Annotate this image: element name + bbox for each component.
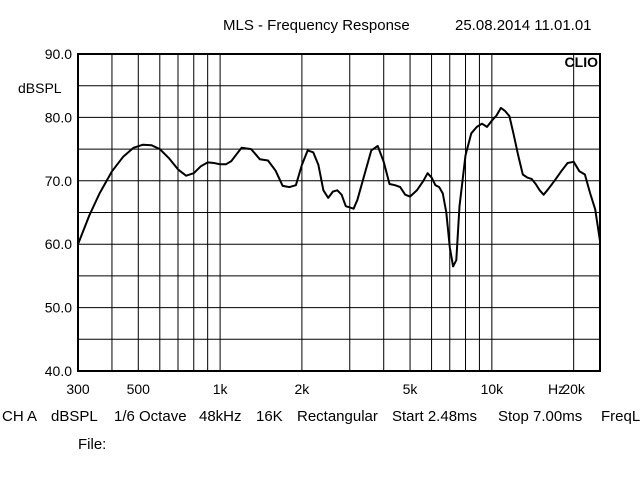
series-line xyxy=(77,106,601,268)
x-tick-label: 300 xyxy=(66,381,90,397)
plot-frame xyxy=(77,53,601,372)
grid xyxy=(78,54,600,371)
frequency-response-chart: 90.0 80.0 70.0 60.0 50.0 40.0 300 500 1k 2k 5k 10k 2… xyxy=(18,46,601,397)
status-stop: Stop 7.00ms xyxy=(498,408,583,425)
status-sample-rate: 48kHz xyxy=(199,408,242,425)
status-unit: dBSPL xyxy=(51,408,98,425)
y-tick-label: 60.0 xyxy=(45,236,72,252)
y-tick-label: 70.0 xyxy=(45,173,72,189)
y-tick-label: 40.0 xyxy=(45,363,72,379)
x-tick-label: 1k xyxy=(213,381,229,397)
status-channel: CH A xyxy=(2,408,38,425)
timestamp: 25.08.2014 11.01.01 xyxy=(455,17,592,34)
x-axis-unit: Hz xyxy=(548,381,565,397)
status-window: Rectangular xyxy=(297,408,378,425)
clio-logo: CLIO xyxy=(565,54,599,70)
x-tick-label: 20k xyxy=(562,381,586,397)
series-group xyxy=(77,106,601,268)
x-tick-label: 10k xyxy=(481,381,505,397)
x-tick-label: 2k xyxy=(295,381,311,397)
status-bar: CH A dBSPL 1/6 Octave 48kHz 16K Rectangu… xyxy=(0,408,640,428)
status-freq: FreqL xyxy=(601,408,640,425)
file-line: File: xyxy=(78,436,106,453)
x-tick-label: 5k xyxy=(403,381,419,397)
status-size: 16K xyxy=(256,408,283,425)
chart-title: MLS - Frequency Response xyxy=(223,17,410,34)
y-tick-label: 50.0 xyxy=(45,300,72,316)
status-start: Start 2.48ms xyxy=(392,408,478,425)
file-label: File: xyxy=(78,436,107,453)
y-tick-label: 80.0 xyxy=(45,109,72,125)
y-tick-label: 90.0 xyxy=(45,46,72,62)
axis-ticks: 90.0 80.0 70.0 60.0 50.0 40.0 300 500 1k 2k 5k 10k 2… xyxy=(45,46,586,397)
x-tick-label: 500 xyxy=(127,381,151,397)
y-axis-label: dBSPL xyxy=(18,80,62,96)
status-smoothing: 1/6 Octave xyxy=(114,408,187,425)
